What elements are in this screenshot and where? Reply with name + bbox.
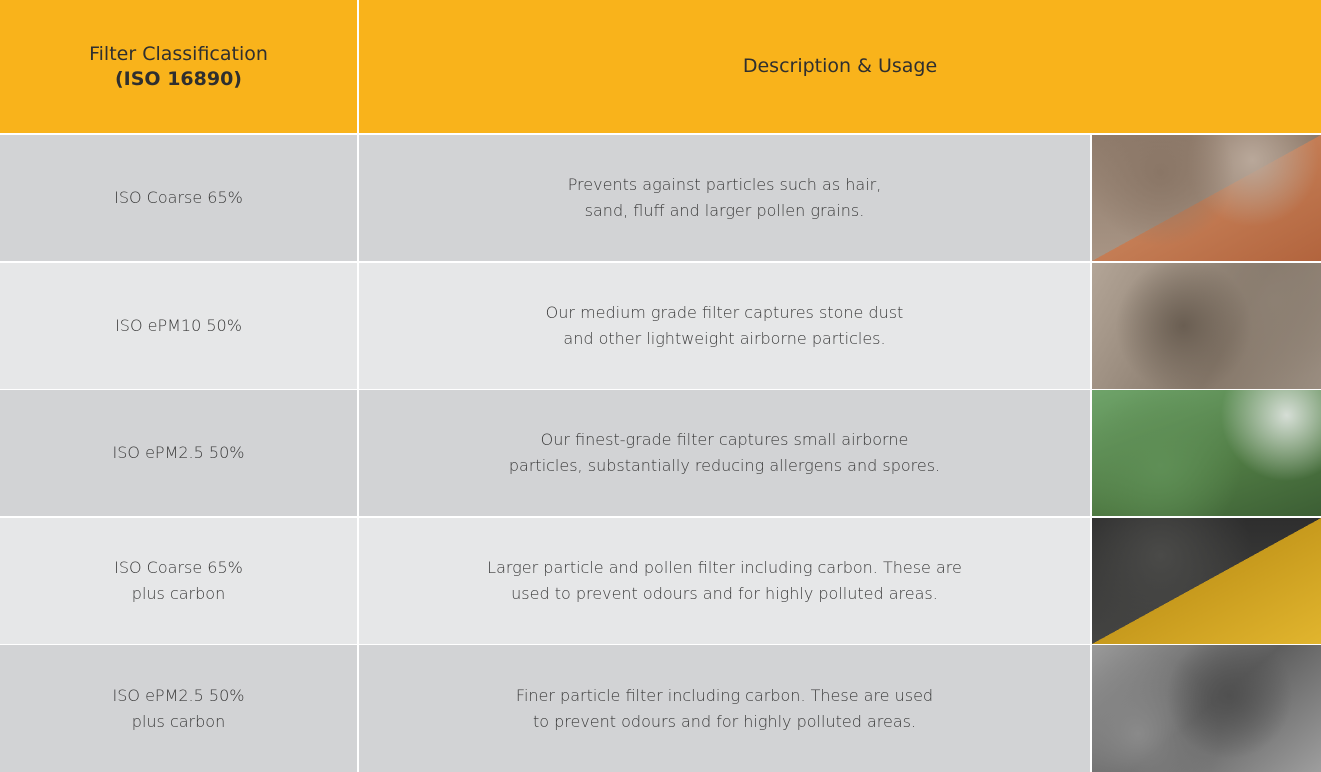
description-line: particles, substantially reducing allerg…	[508, 456, 941, 476]
description-line: sand, fluff and larger pollen grains.	[584, 201, 865, 220]
texture-image	[1092, 135, 1321, 261]
classification-line: ISO ePM2.5 50%	[112, 443, 245, 463]
classification-line: ISO Coarse 65%	[114, 188, 243, 207]
classification-cell: ISO Coarse 65% plus carbon	[0, 517, 357, 644]
description-line: and other lightweight airborne particles…	[563, 328, 886, 348]
texture-image	[1092, 517, 1321, 644]
description-line: Our finest-grade filter captures small a…	[540, 430, 909, 450]
classification-cell: ISO ePM10 50%	[0, 262, 357, 389]
description-line: Larger particle and pollen filter includ…	[487, 557, 962, 577]
classification-line: ISO ePM2.5 50%	[112, 685, 245, 705]
description-line: used to prevent odours and for highly po…	[511, 583, 938, 603]
description-cell: Our finest-grade filter captures small a…	[359, 390, 1090, 517]
description-line: to prevent odours and for highly pollute…	[532, 711, 917, 731]
texture-image	[1092, 645, 1321, 772]
description-cell: Prevents against particles such as hair,…	[359, 135, 1090, 261]
description-cell: Our medium grade filter captures stone d…	[359, 262, 1090, 389]
header-description: Description & Usage	[359, 0, 1321, 133]
classification-line: plus carbon	[131, 711, 226, 731]
description-line: Prevents against particles such as hair,	[567, 175, 882, 194]
classification-line: plus carbon	[131, 583, 226, 603]
description-cell: Larger particle and pollen filter includ…	[359, 517, 1090, 644]
header-classification: Filter Classification (ISO 16890)	[0, 0, 357, 133]
header-line: Filter Classification	[89, 42, 268, 65]
description-line: Finer particle filter including carbon. …	[515, 685, 934, 705]
texture-image	[1092, 390, 1321, 517]
description-cell: Finer particle filter including carbon. …	[359, 645, 1090, 772]
classification-line: ISO Coarse 65%	[114, 557, 243, 577]
description-line: Our medium grade filter captures stone d…	[545, 302, 904, 322]
texture-image	[1092, 262, 1321, 389]
classification-line: ISO ePM10 50%	[115, 315, 242, 335]
classification-cell: ISO ePM2.5 50%	[0, 390, 357, 517]
classification-cell: ISO Coarse 65%	[0, 135, 357, 261]
classification-cell: ISO ePM2.5 50% plus carbon	[0, 645, 357, 772]
header-line: (ISO 16890)	[115, 67, 242, 90]
header-line: Description & Usage	[742, 55, 938, 77]
